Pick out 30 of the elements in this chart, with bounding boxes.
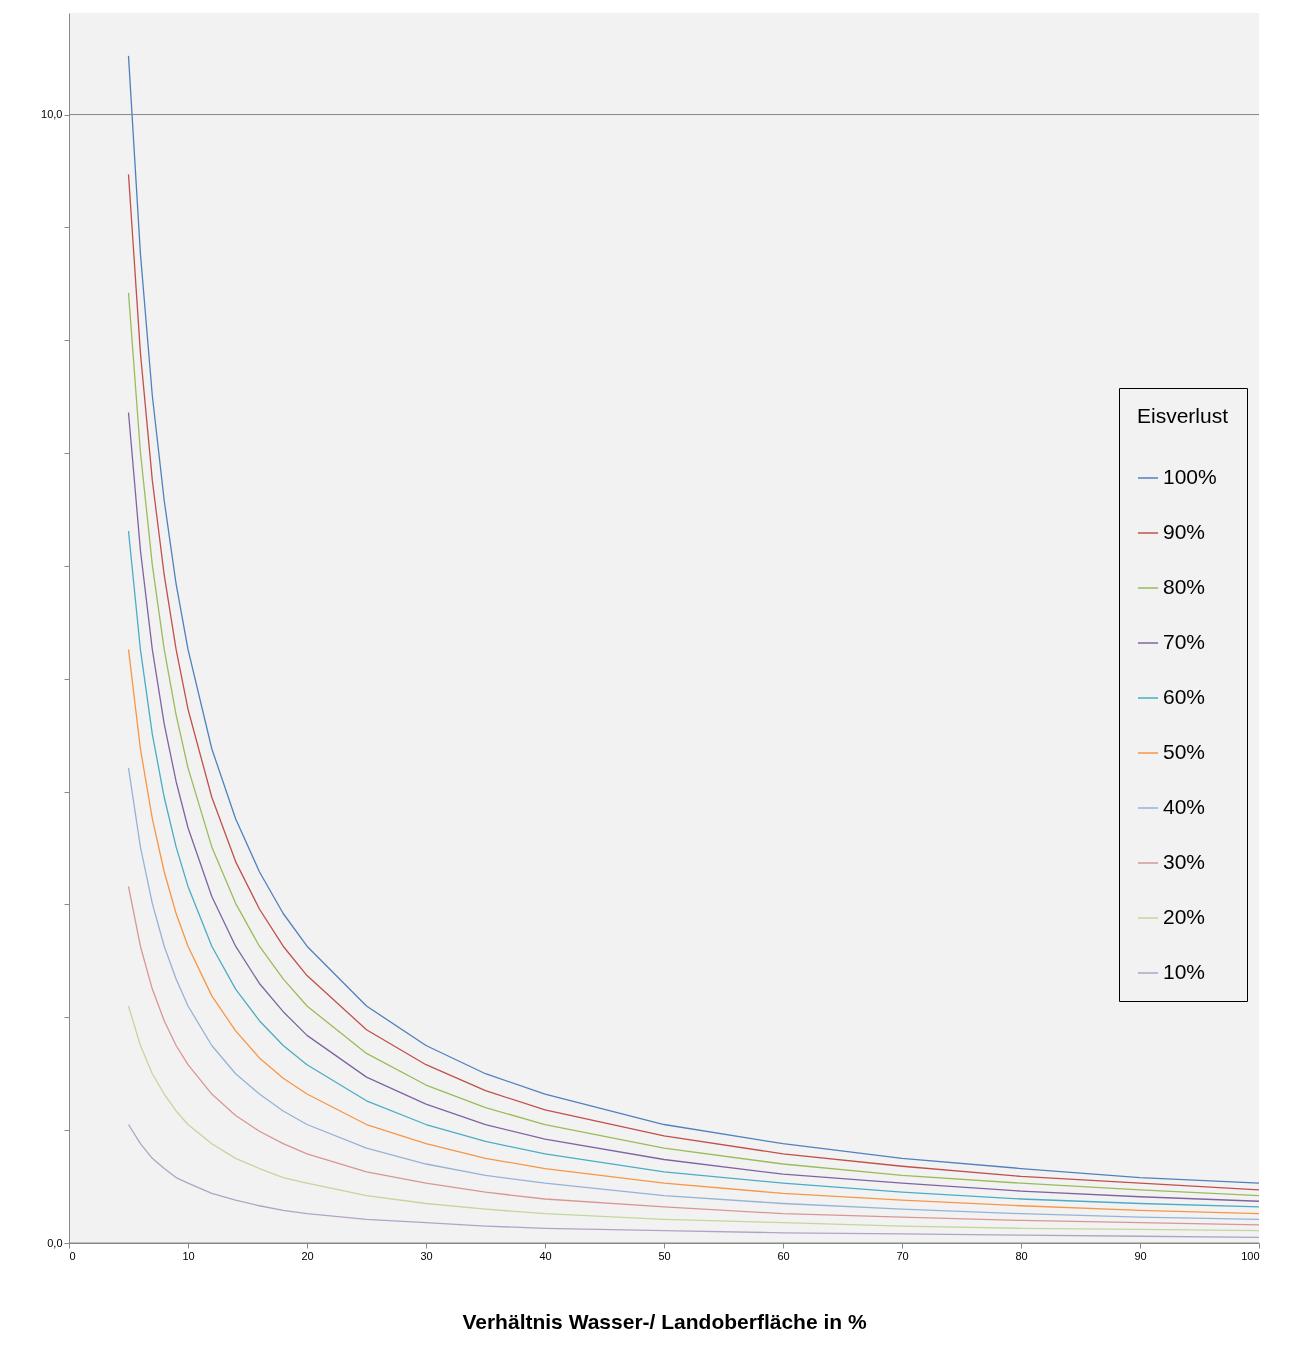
line-series [127,885,1259,1226]
legend-label: 60% [1163,685,1206,708]
x-tick-label: 100 [1241,1249,1260,1262]
x-tick-label: 30 [420,1249,433,1262]
line-series [127,1005,1259,1232]
legend-label: 30% [1163,850,1206,873]
y-tick-label: 10,0 [41,108,63,121]
x-tick-label: 80 [1015,1249,1028,1262]
legend-label: 10% [1163,960,1206,983]
line-series [127,1123,1259,1239]
legend-label: 20% [1163,905,1206,928]
x-axis-title: Verhältnis Wasser-/ Landoberfläche in % [462,1309,867,1333]
legend-label: 100% [1163,465,1217,488]
x-tick-label: 40 [539,1249,552,1262]
x-tick-label: 0 [69,1249,76,1262]
legend-title: Eisverlust [1137,404,1229,427]
x-tick-label: 50 [658,1249,671,1262]
x-tick-label: 60 [777,1249,790,1262]
x-tick-label: 70 [896,1249,909,1262]
legend-label: 80% [1163,575,1206,598]
line-series [127,767,1259,1220]
legend-label: 70% [1163,630,1206,653]
x-tick-label: 10 [182,1249,195,1262]
legend-label: 90% [1163,520,1206,543]
x-tick-label: 20 [301,1249,314,1262]
line-series [127,648,1259,1215]
legend-label: 50% [1163,740,1206,763]
x-tick-label: 90 [1134,1249,1147,1262]
y-tick-label: 0,0 [47,1236,63,1249]
legend-label: 40% [1163,795,1206,818]
